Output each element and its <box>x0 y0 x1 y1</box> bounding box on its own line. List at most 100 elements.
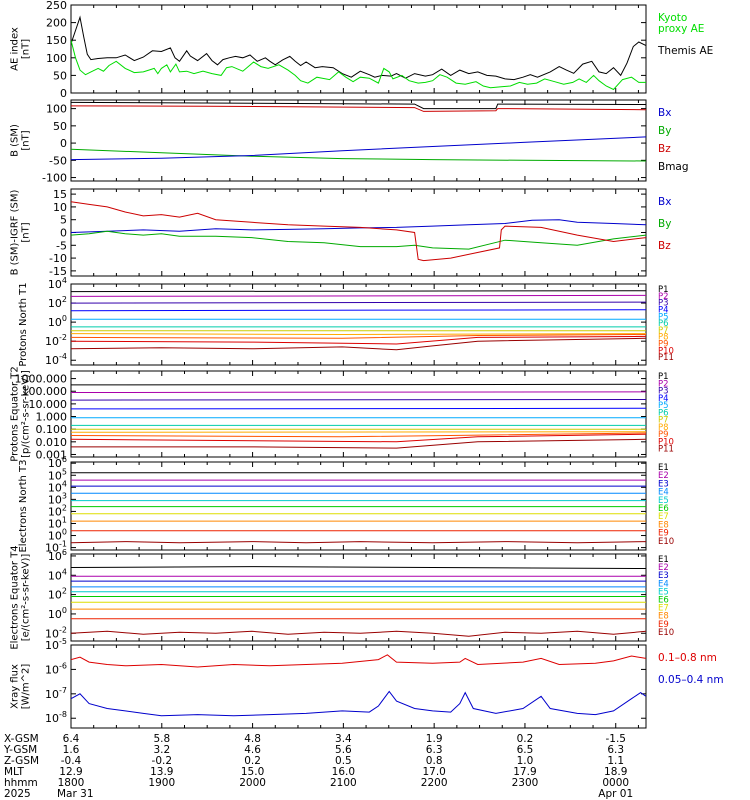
y-tick-label: -10 <box>49 252 67 265</box>
cell-xgsm: 5.8 <box>153 733 170 745</box>
legend-e7: E7 <box>658 512 669 522</box>
y-axis-label: [p/(cm²-s-sr-keV)] <box>21 370 32 458</box>
panel-frame <box>70 283 647 366</box>
y-axis-label: [W/m^2] <box>21 664 32 710</box>
legend-p3: P3 <box>658 299 669 309</box>
y-tick-label: 0.100 <box>36 423 68 436</box>
y-tick-label: 102 <box>48 503 67 518</box>
series-0-1-0-8-nm <box>71 654 646 668</box>
series-p1 <box>71 290 646 293</box>
legend-kyoto-proxy-ae: Kyoto <box>658 12 687 24</box>
legend-e2: E2 <box>658 563 669 573</box>
y-tick-label: 103 <box>48 491 67 506</box>
legend-0-05-0-4-nm: 0.05–0.4 nm <box>658 674 724 686</box>
y-tick-label: 101 <box>48 515 67 530</box>
series-e1 <box>71 566 646 569</box>
series-e10 <box>71 630 646 637</box>
y-tick-label: 15 <box>53 188 67 201</box>
y-axis-label: Protons Equator T2 <box>10 366 21 462</box>
series-p9 <box>71 334 646 339</box>
row-label-2025: 2025 <box>4 788 31 800</box>
panel-frame <box>70 370 647 458</box>
legend-p7: P7 <box>658 416 669 426</box>
y-axis-label: Electrons Equator T4 <box>10 545 21 649</box>
y-tick-label: 10-5 <box>45 637 67 652</box>
y-tick-label: -15 <box>49 265 67 278</box>
series-p10 <box>71 433 646 443</box>
legend: 0.1–0.8 nm 0.05–0.4 nm <box>658 652 724 686</box>
cell-ygsm: 3.2 <box>153 744 170 756</box>
cell-ygsm: 1.6 <box>63 744 80 756</box>
y-axis-label: Protons North T1 <box>18 282 29 366</box>
cell-mlt: 12.9 <box>59 766 82 778</box>
legend-p8: P8 <box>658 423 669 433</box>
y-tick-label: 102 <box>48 295 67 310</box>
cell-xgsm: 6.4 <box>63 733 80 745</box>
y-axis-label: B (SM) <box>10 124 21 157</box>
cell-mlt: 15.0 <box>241 766 264 778</box>
row-label-z-gsm: Z-GSM <box>4 755 39 767</box>
legend-e1: E1 <box>658 555 669 565</box>
y-tick-label: 50 <box>53 69 67 82</box>
series-group <box>71 201 646 262</box>
y-axis-label: AE index <box>10 27 21 71</box>
cell-ygsm: 6.3 <box>426 744 443 756</box>
y-tick-label: 10-7 <box>45 686 67 701</box>
panel-8: 10-5 10-6 10-7 10-8 Xray flux [W/m^2] 0.1–0.8 … <box>10 637 724 729</box>
y-axis-label: Xray flux <box>10 664 21 709</box>
legend-bz: Bz <box>658 143 671 155</box>
cell-hhmm: 1900 <box>148 777 175 789</box>
legend-e1: E1 <box>658 463 669 473</box>
y-tick-label: 104 <box>48 479 67 494</box>
legend-by: By <box>658 125 671 137</box>
series-bmag <box>71 101 646 110</box>
legend-p5: P5 <box>658 312 669 322</box>
coordinate-table: X-GSM 6.4 5.8 4.8 3.4 1.9 0.2 -1.5 Y-GSM 1.6 3.2 4.… <box>3 733 633 800</box>
y-tick-label: 10-2 <box>45 625 67 640</box>
y-tick-label: 100.000 <box>22 385 68 398</box>
series-by <box>71 148 646 162</box>
y-tick-label: 100 <box>48 528 67 543</box>
y-axis-label: [e/(cm²-s-sr-keV)] <box>21 554 32 642</box>
series-p2 <box>71 391 646 393</box>
series-p1 <box>71 383 646 386</box>
series-group <box>71 472 646 544</box>
cell-mlt: 17.0 <box>422 766 445 778</box>
y-tick-label: 1000.000 <box>15 373 68 386</box>
legend-p1: P1 <box>658 285 669 295</box>
y-tick-label: 250 <box>46 0 67 12</box>
series-p4 <box>71 407 646 410</box>
cell-hhmm: 1800 <box>58 777 85 789</box>
cell-zgsm: 0.5 <box>335 755 352 767</box>
series-bx <box>71 219 646 233</box>
y-tick-label: 104 <box>48 567 67 582</box>
legend: Bx By Bz Bmag <box>658 107 689 173</box>
legend-e4: E4 <box>658 579 669 589</box>
series-group <box>71 101 646 162</box>
y-tick-label: 1.000 <box>36 411 68 424</box>
row-label-mlt: MLT <box>4 766 24 778</box>
y-tick-label: -50 <box>49 154 67 167</box>
series-p8 <box>71 431 646 433</box>
panel-frame <box>70 99 647 182</box>
cell-xgsm: -1.5 <box>605 733 626 745</box>
row-label-y-gsm: Y-GSM <box>3 744 37 756</box>
cell-zgsm: 1.1 <box>607 755 624 767</box>
series-group <box>71 15 646 91</box>
series-p11 <box>71 438 646 449</box>
series-p3 <box>71 399 646 401</box>
panel-5: 1000.000100.00010.0001.0000.1000.0100.00… <box>10 366 674 462</box>
legend-e9: E9 <box>658 529 669 539</box>
legend-p9: P9 <box>658 340 669 350</box>
y-axis-label: [nT] <box>21 222 32 242</box>
cell-date: Apr 01 <box>598 788 633 800</box>
legend-p2: P2 <box>658 379 669 389</box>
y-tick-label: 100 <box>48 606 67 621</box>
series-p11 <box>71 337 646 351</box>
cell-zgsm: 0.2 <box>244 755 261 767</box>
cell-hhmm: 2300 <box>512 777 539 789</box>
